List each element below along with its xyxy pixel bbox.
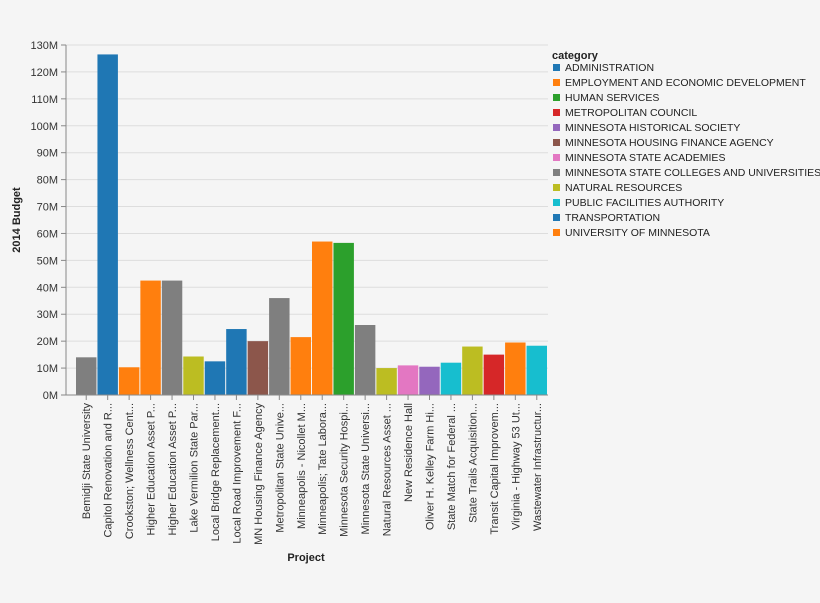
y-tick-label: 20M <box>37 336 58 348</box>
legend-label: HUMAN SERVICES <box>565 92 659 104</box>
bar <box>505 342 526 395</box>
x-tick-label: Capitol Renovation and R... <box>103 403 115 538</box>
bar <box>226 329 247 395</box>
bar <box>397 365 419 395</box>
legend-swatch <box>553 154 560 161</box>
legend-swatch <box>553 199 560 206</box>
x-tick-label: Metropolitan State Unive... <box>274 403 286 533</box>
legend-swatch <box>553 109 560 116</box>
bar <box>333 242 354 395</box>
bar <box>118 367 140 395</box>
legend-label: ADMINISTRATION <box>565 62 654 74</box>
bar <box>97 54 118 396</box>
legend-label: MINNESOTA HOUSING FINANCE AGENCY <box>565 137 774 149</box>
bar <box>440 362 462 395</box>
y-tick-label: 100M <box>30 121 58 133</box>
bar <box>526 345 547 395</box>
x-tick-label: Higher Education Asset P... <box>167 403 179 536</box>
bars <box>76 54 547 396</box>
y-tick-label: 90M <box>37 148 58 160</box>
x-tick-label: Minneapolis; Tate Labora... <box>317 403 329 535</box>
bar <box>161 280 183 395</box>
y-tick-label: 80M <box>37 175 58 187</box>
y-tick-label: 120M <box>30 67 58 79</box>
legend-swatch <box>553 229 560 236</box>
x-tick-label: Transit Capital Improvem... <box>489 403 501 535</box>
legend-swatch <box>553 64 560 71</box>
legend-swatch <box>553 139 560 146</box>
bar <box>419 366 440 395</box>
x-tick-label: Minnesota Security Hospi... <box>339 403 351 537</box>
y-tick-label: 0M <box>43 390 58 402</box>
x-tick-label: Minneapolis - Nicollet M... <box>296 403 308 529</box>
x-tick-label: Higher Education Asset P... <box>146 403 158 536</box>
x-tick-label: Lake Vermilion State Par... <box>189 403 201 533</box>
y-tick-label: 50M <box>37 255 58 267</box>
x-tick-label: Crookston; Wellness Cent... <box>124 403 136 539</box>
x-tick-label: Virginia - Highway 53 Ut... <box>510 403 522 530</box>
x-tick-label: State Match for Federal ... <box>446 403 458 530</box>
bar <box>183 356 204 395</box>
bar <box>312 241 333 395</box>
x-tick-label: New Residence Hall <box>403 403 415 502</box>
legend-label: MINNESOTA HISTORICAL SOCIETY <box>565 122 740 134</box>
y-tick-label: 40M <box>37 282 58 294</box>
bar <box>354 325 376 395</box>
legend: category ADMINISTRATION EMPLOYMENT AND EC… <box>552 50 820 239</box>
legend-swatch <box>553 184 560 191</box>
bar <box>290 337 311 395</box>
y-tick-label: 130M <box>30 40 58 52</box>
legend-swatch <box>553 79 560 86</box>
x-tick-label: Oliver H. Kelley Farm Hi... <box>425 403 437 530</box>
axes: 0M 10M 20M 30M 40M 50M 60M 70M 80M 90M 100M 110M 120… <box>30 40 548 545</box>
legend-label: MINNESOTA STATE COLLEGES AND UNIVERSITIE… <box>565 167 820 179</box>
x-tick-label: Bemidji State University <box>81 403 93 520</box>
legend-label: EMPLOYMENT AND ECONOMIC DEVELOPMENT <box>565 77 806 89</box>
gridlines <box>66 44 548 396</box>
legend-label: PUBLIC FACILITIES AUTHORITY <box>565 197 724 209</box>
bar <box>376 368 397 395</box>
legend-label: MINNESOTA STATE ACADEMIES <box>565 152 725 164</box>
y-axis-title: 2014 Budget <box>11 187 23 253</box>
bar <box>247 341 269 395</box>
y-tick-label: 30M <box>37 309 58 321</box>
legend-swatch <box>553 214 560 221</box>
legend-swatch <box>553 169 560 176</box>
legend-swatch <box>553 94 560 101</box>
x-tick-label: Local Bridge Replacement... <box>210 403 222 541</box>
y-tick-label: 70M <box>37 202 58 214</box>
legend-label: TRANSPORTATION <box>565 212 660 224</box>
x-axis-title: Project <box>287 552 325 564</box>
x-tick-label: State Trails Acquisition... <box>467 403 479 523</box>
bar <box>462 346 483 395</box>
x-tick-label: Local Road Improvement F... <box>231 403 243 544</box>
legend-label: METROPOLITAN COUNCIL <box>565 107 697 119</box>
bar <box>76 357 97 395</box>
legend-label: NATURAL RESOURCES <box>565 182 682 194</box>
legend-label: UNIVERSITY OF MINNESOTA <box>565 227 710 239</box>
y-tick-label: 60M <box>37 228 58 240</box>
legend-title: category <box>552 50 599 62</box>
bar <box>140 280 161 395</box>
x-tick-label: MN Housing Finance Agency <box>253 403 265 545</box>
y-tick-label: 110M <box>31 94 58 106</box>
x-tick-label: Wastewater Infrastructur... <box>532 403 544 531</box>
legend-swatch <box>553 124 560 131</box>
y-tick-label: 10M <box>37 363 58 375</box>
bar <box>483 354 505 395</box>
bar <box>269 298 290 395</box>
x-tick-label: Natural Resources Asset ... <box>382 403 394 536</box>
bar <box>204 361 226 395</box>
x-tick-label: Minnesota State Universi... <box>360 403 372 534</box>
